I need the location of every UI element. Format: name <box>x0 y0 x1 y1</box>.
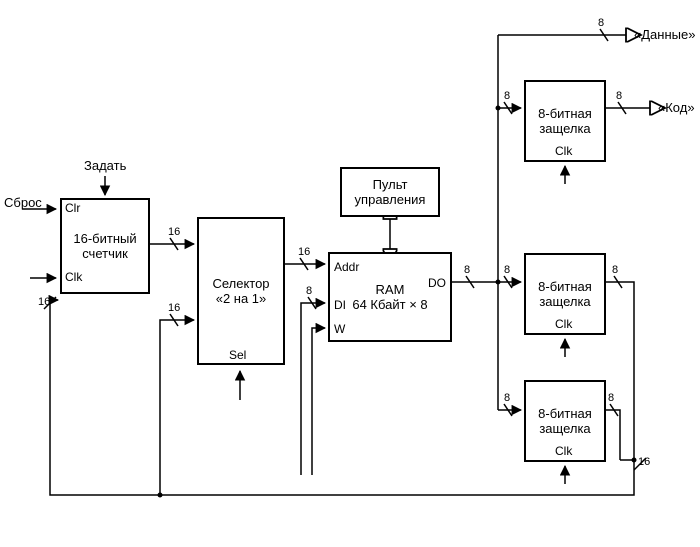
bus-8-l2out: 8 <box>612 264 618 276</box>
bus-16-a: 16 <box>168 226 180 238</box>
bus-16-b: 16 <box>168 302 180 314</box>
control-box: Пульт управления <box>340 167 440 217</box>
latch2-line1: 8-битная <box>538 279 592 294</box>
bus-8-do: 8 <box>464 264 470 276</box>
ram-title: RAM <box>330 282 450 297</box>
pin-w: W <box>334 322 345 336</box>
bus-8-l1in: 8 <box>504 90 510 102</box>
pin-sel: Sel <box>229 348 246 362</box>
bus-8-l3out: 8 <box>608 392 614 404</box>
latch3-clk: Clk <box>555 444 572 458</box>
latch2-line2: защелка <box>539 294 590 309</box>
bus-8-l2in: 8 <box>504 264 510 276</box>
ram-size: 64 Кбайт × 8 <box>330 297 450 312</box>
selector-line2: «2 на 1» <box>216 291 267 306</box>
counter-line1: 16-битный <box>73 231 136 246</box>
bus-16-e: 16 <box>638 456 650 468</box>
pin-addr: Addr <box>334 260 359 274</box>
latch1-line1: 8-битная <box>538 106 592 121</box>
ram-box: Addr DI W DO RAM 64 Кбайт × 8 <box>328 252 452 342</box>
selector-box: Селектор «2 на 1» <box>197 217 285 365</box>
data-out-label: «Данные» <box>634 27 695 42</box>
pin-clr: Clr <box>65 201 80 215</box>
latch3-line1: 8-битная <box>538 406 592 421</box>
bus-8-di: 8 <box>306 285 312 297</box>
latch1-line2: защелка <box>539 121 590 136</box>
bus-8-top: 8 <box>598 17 604 29</box>
bus-16-c: 16 <box>298 246 310 258</box>
selector-line1: Селектор <box>212 276 269 291</box>
latch3-line2: защелка <box>539 421 590 436</box>
control-line1: Пульт <box>373 177 408 192</box>
pin-clk: Clk <box>65 270 82 284</box>
control-line2: управления <box>355 192 426 207</box>
code-out-label: «Код» <box>658 100 695 115</box>
set-label: Задать <box>84 158 126 173</box>
counter-line2: счетчик <box>82 246 128 261</box>
bus-8-l1out: 8 <box>616 90 622 102</box>
bus-16-d: 16 <box>38 296 50 308</box>
latch1-clk: Clk <box>555 144 572 158</box>
bus-8-l3in: 8 <box>504 392 510 404</box>
latch2-clk: Clk <box>555 317 572 331</box>
reset-label: Сброс <box>4 195 42 210</box>
